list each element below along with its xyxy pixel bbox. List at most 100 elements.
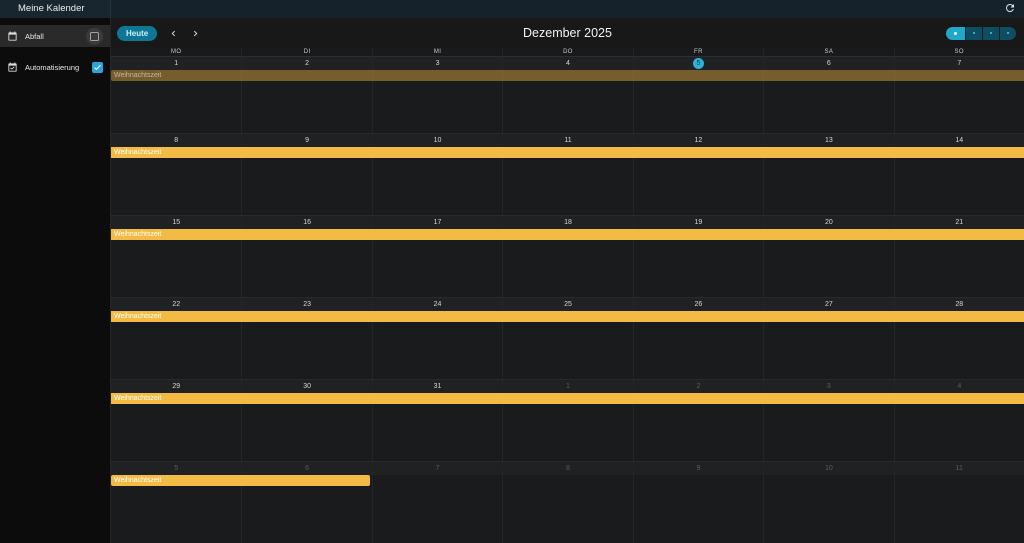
day-number: 17 xyxy=(372,215,503,229)
day-cell: 3 xyxy=(371,57,503,133)
view-toggle-segment-4[interactable] xyxy=(1000,26,1016,40)
day-number: 1 xyxy=(503,379,633,393)
weekday-header: MO xyxy=(170,49,182,55)
event-bar-weihnachtszeit[interactable]: Weihnachtszeit xyxy=(111,146,1024,158)
day-number: 10 xyxy=(764,461,894,475)
checkbox-unchecked-icon xyxy=(90,31,99,41)
day-cell: 10 xyxy=(763,461,894,543)
week-row: 15 16 17 18 19 20 21 Weihnachtszeit xyxy=(111,214,1024,297)
view-toggle-segment-2[interactable] xyxy=(966,26,982,40)
day-number: 8 xyxy=(111,133,242,147)
day-number: 29 xyxy=(111,379,242,393)
day-cell: 23 xyxy=(241,297,372,379)
weekday-header: DO xyxy=(502,48,632,57)
day-number: 3 xyxy=(372,57,503,70)
day-number: 14 xyxy=(894,133,1024,147)
segment-dot-icon xyxy=(1006,31,1010,35)
day-cell: 2 xyxy=(241,57,372,133)
day-number: 9 xyxy=(242,133,372,147)
day-cell: 7 xyxy=(371,461,503,543)
day-number: 28 xyxy=(894,297,1024,311)
day-number: 7 xyxy=(894,57,1024,70)
event-bar-weihnachtszeit[interactable]: Weihnachtszeit xyxy=(111,310,1024,322)
weekday-header-row: MO DI MI DO FR SA SO xyxy=(111,48,1024,57)
day-cell: 5 xyxy=(632,57,764,133)
day-number: 27 xyxy=(764,297,894,311)
chevron-left-icon xyxy=(171,30,176,36)
refresh-button[interactable] xyxy=(1003,2,1017,16)
today-badge: 5 xyxy=(692,58,704,69)
day-number: 21 xyxy=(894,215,1024,229)
day-cell: 19 xyxy=(632,215,764,297)
calendar-main: Heute Dezember 2025 MO DI MI DO FR xyxy=(111,18,1024,543)
day-cell: 12 xyxy=(632,133,764,215)
day-number: 16 xyxy=(242,215,372,229)
day-cell: 8 xyxy=(111,133,242,215)
day-cell: 7 xyxy=(893,57,1024,133)
day-number: 1 xyxy=(111,57,242,70)
abfall-checkbox[interactable] xyxy=(86,27,103,45)
day-cell: 9 xyxy=(241,133,372,215)
day-cell: 6 xyxy=(763,57,894,133)
day-cell: 2 xyxy=(632,379,764,461)
today-button[interactable]: Heute xyxy=(117,25,158,41)
weekday-header: DI xyxy=(241,48,371,57)
weekday-header: SO xyxy=(893,48,1024,57)
event-bar-weihnachtszeit[interactable]: Weihnachtszeit xyxy=(111,228,1024,240)
sidebar-item-automatisierung[interactable]: Automatisierung xyxy=(0,56,110,78)
week-row: 1 2 3 4 5 6 7 Weihnachtszeit xyxy=(111,57,1024,133)
segment-dot-icon xyxy=(972,31,976,35)
event-bar-weihnachtszeit[interactable]: Weihnachtszeit xyxy=(111,70,1024,81)
view-toggle xyxy=(946,26,1016,40)
view-toggle-segment-1[interactable] xyxy=(946,26,965,40)
day-number: 18 xyxy=(503,215,633,229)
day-cell: 20 xyxy=(763,215,894,297)
day-number: 4 xyxy=(894,379,1024,393)
day-number: 13 xyxy=(764,133,894,147)
prev-month-button[interactable] xyxy=(168,28,179,39)
week-row: 22 23 24 25 26 27 28 Weihnachtszeit xyxy=(111,296,1024,379)
day-cell: 14 xyxy=(893,133,1024,215)
day-number: 2 xyxy=(633,379,764,393)
day-cell: 8 xyxy=(502,461,633,543)
segment-dot-icon xyxy=(989,31,993,35)
day-cell: 5 xyxy=(111,461,242,543)
day-cell: 16 xyxy=(241,215,372,297)
day-cell: 15 xyxy=(111,215,242,297)
day-cell: 3 xyxy=(763,379,894,461)
chevron-right-icon xyxy=(194,30,198,36)
day-cell: 18 xyxy=(502,215,633,297)
automatisierung-checkbox[interactable] xyxy=(92,61,103,73)
day-cell: 27 xyxy=(763,297,894,379)
day-cell: 24 xyxy=(371,297,503,379)
next-month-button[interactable] xyxy=(190,28,201,39)
day-number: 11 xyxy=(503,133,633,147)
day-number: 6 xyxy=(242,461,372,475)
refresh-icon xyxy=(1004,2,1016,17)
day-number: 3 xyxy=(764,379,894,393)
event-bar-weihnachtszeit[interactable]: Weihnachtszeit xyxy=(111,392,1024,404)
day-cell: 6 xyxy=(241,461,372,543)
segment-dot-icon xyxy=(954,31,957,35)
week-row: 5 6 7 8 9 10 11 Weihnachtszeit xyxy=(111,460,1024,543)
day-number: 8 xyxy=(503,461,633,475)
calendar-month-title: Dezember 2025 xyxy=(523,26,612,40)
sidebar-item-abfall[interactable]: Abfall xyxy=(0,25,110,47)
day-cell: 1 xyxy=(502,379,633,461)
day-cell: 30 xyxy=(241,379,372,461)
day-number: 24 xyxy=(372,297,503,311)
event-bar-weihnachtszeit[interactable]: Weihnachtszeit xyxy=(111,474,370,486)
day-cell: 25 xyxy=(502,297,633,379)
day-cell: 11 xyxy=(893,461,1024,543)
day-number: 12 xyxy=(633,133,764,147)
week-row: 29 30 31 1 2 3 4 Weihnachtszeit xyxy=(111,378,1024,461)
checkmark-icon xyxy=(94,64,101,70)
top-bar-actions xyxy=(111,0,1024,18)
weekday-header: MI xyxy=(371,48,502,57)
day-number: 15 xyxy=(111,215,242,229)
weekday-header: FR xyxy=(632,48,763,57)
view-toggle-segment-3[interactable] xyxy=(983,26,999,40)
top-app-bar: Meine Kalender xyxy=(0,0,1024,18)
app-title: Meine Kalender xyxy=(0,0,111,18)
day-cell: 31 xyxy=(371,379,503,461)
